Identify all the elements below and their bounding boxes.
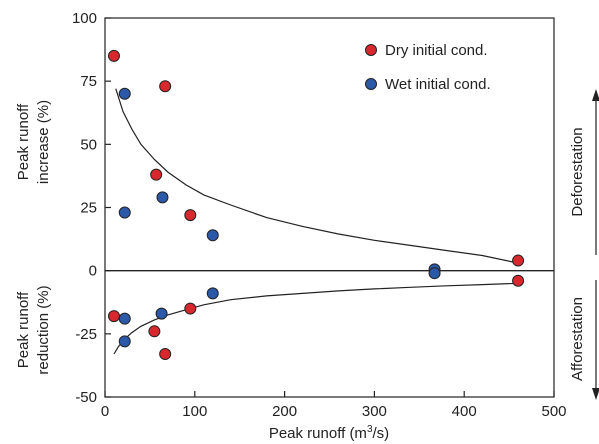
wet-data-point — [206, 229, 219, 242]
y-axis-label-top: Peak runoff increase (%) — [15, 100, 52, 184]
wet-data-point — [118, 335, 131, 348]
x-tick-label: 0 — [101, 403, 109, 420]
fit-curve — [113, 282, 519, 355]
deforestation-label: Deforestation — [569, 127, 586, 216]
x-tick-label: 100 — [182, 403, 207, 420]
legend-label-dry: Dry initial cond. — [385, 42, 488, 59]
dry-data-point — [107, 310, 120, 323]
y-axis-label-bottom: Peak runoff reduction (%) — [15, 285, 52, 374]
y-tick-label: 100 — [72, 10, 97, 27]
wet-data-point — [206, 287, 219, 300]
fit-curves — [113, 88, 519, 355]
plot-border — [104, 17, 555, 398]
dry-data-point — [159, 80, 172, 93]
x-axis-label: Peak runoff (m3/s) — [269, 424, 389, 442]
dry-data-point — [184, 302, 197, 315]
dry-data-point — [512, 274, 525, 287]
plot-frame — [104, 17, 555, 398]
svg-text:reduction (%): reduction (%) — [35, 285, 52, 374]
legend-marker-wet — [365, 78, 377, 90]
arrow-head-down-icon — [592, 388, 599, 400]
svg-text:increase (%): increase (%) — [35, 100, 52, 184]
legend-marker-dry — [365, 44, 377, 56]
x-tick-label: 400 — [452, 403, 477, 420]
y-tick-label: -25 — [75, 326, 97, 343]
x-tick-label: 300 — [362, 403, 387, 420]
y-tick-label: -50 — [75, 389, 97, 406]
dry-data-point — [512, 254, 525, 267]
legend: Dry initial cond. Wet initial cond. — [365, 42, 491, 93]
wet-data-point — [428, 267, 441, 280]
wet-data-point — [156, 191, 169, 204]
dry-data-point — [159, 348, 172, 361]
dry-data-point — [150, 168, 163, 181]
arrow-head-up-icon — [592, 89, 599, 101]
data-points — [107, 49, 525, 361]
dry-data-point — [184, 209, 197, 222]
fit-curve — [115, 88, 519, 264]
svg-text:Peak runoff: Peak runoff — [15, 291, 32, 368]
wet-data-point — [118, 87, 131, 100]
y-tick-label: 0 — [89, 263, 97, 280]
x-tick-label: 200 — [272, 403, 297, 420]
side-arrows — [592, 89, 599, 400]
svg-text:Peak runoff: Peak runoff — [15, 103, 32, 180]
wet-data-point — [118, 312, 131, 325]
y-tick-label: 25 — [80, 200, 97, 217]
legend-label-wet: Wet initial cond. — [385, 76, 491, 93]
afforestation-label: Afforestation — [569, 297, 586, 381]
wet-data-point — [118, 206, 131, 219]
y-axis: -50 -25 0 25 50 75 100 — [72, 10, 111, 406]
wet-data-point — [155, 307, 168, 320]
x-tick-label: 500 — [541, 403, 566, 420]
x-axis: 0 100 200 300 400 500 — [101, 391, 567, 420]
dry-data-point — [107, 49, 120, 62]
y-tick-label: 50 — [80, 136, 97, 153]
y-tick-label: 75 — [80, 73, 97, 90]
dry-data-point — [148, 325, 161, 338]
